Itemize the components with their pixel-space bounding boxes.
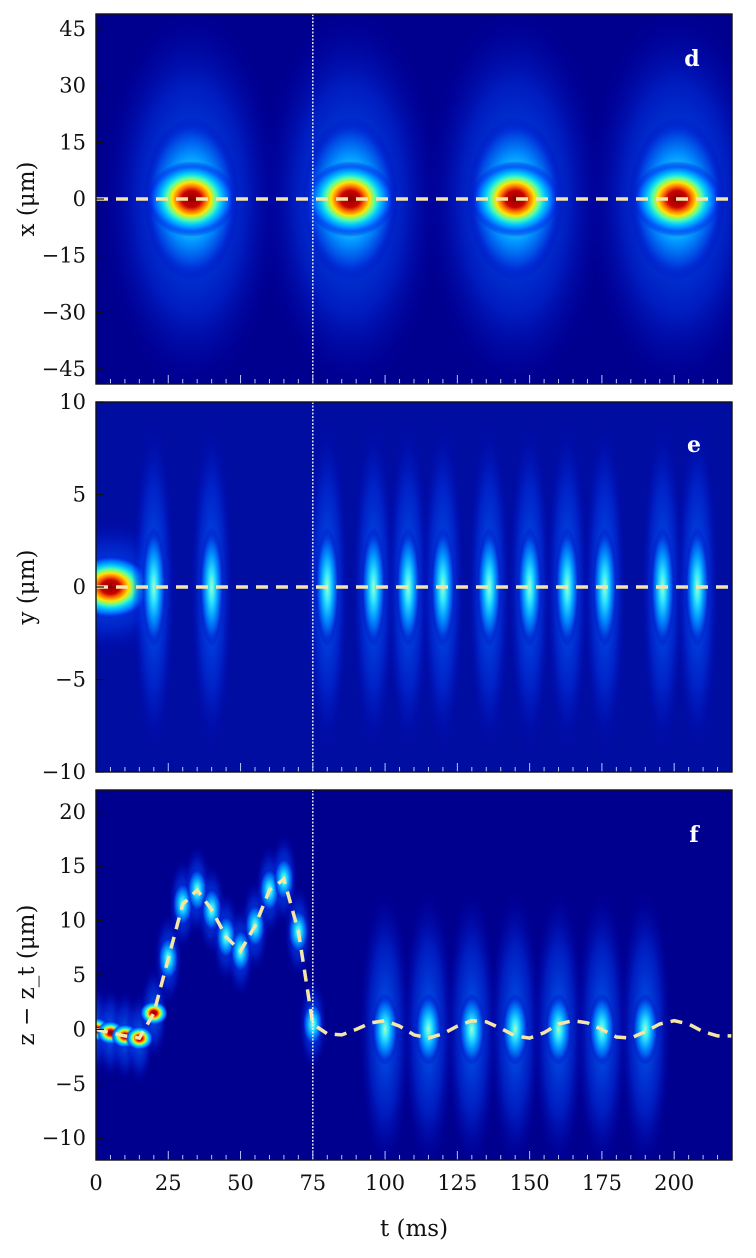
y-tick-label: 10 xyxy=(59,909,86,933)
density-stripe xyxy=(372,993,399,1066)
x-tick-label: 200 xyxy=(654,1171,694,1195)
density-peak xyxy=(147,161,236,237)
y-tick-label: −30 xyxy=(42,300,86,324)
density-peak xyxy=(139,1001,168,1026)
panel-e: 10 5 0 −5 −10 e y (μm) xyxy=(14,390,733,784)
y-tick-label: 15 xyxy=(59,130,86,154)
y-tick-label: −45 xyxy=(42,357,86,381)
y-tick-label: 20 xyxy=(59,800,86,824)
density-stripe xyxy=(632,993,659,1066)
dashed-center-line xyxy=(96,876,732,1041)
y-tick-label: −5 xyxy=(55,1072,86,1096)
density-stripe xyxy=(141,527,166,647)
density-stripe xyxy=(502,993,529,1066)
y-tick-label: −5 xyxy=(55,668,86,692)
y-tick-label: 10 xyxy=(59,390,86,414)
x-tick-label: 0 xyxy=(89,1171,102,1195)
x-tick-label: 100 xyxy=(365,1171,405,1195)
x-tick-label: 175 xyxy=(582,1171,622,1195)
density-stripe xyxy=(361,527,386,647)
density-stripe xyxy=(545,993,572,1066)
panel-e-ylabel: y (μm) xyxy=(14,549,40,625)
y-tick-label: −15 xyxy=(42,244,86,268)
density-stripe xyxy=(517,527,542,647)
density-stripe xyxy=(396,527,421,647)
y-tick-label: 0 xyxy=(73,187,86,211)
x-tick-label: 25 xyxy=(155,1171,182,1195)
panel-f-xlabel: t (ms) xyxy=(380,1216,448,1242)
y-tick-label: 5 xyxy=(73,483,86,507)
panel-d-ylabel: x (μm) xyxy=(14,162,40,237)
x-tick-label: 50 xyxy=(227,1171,254,1195)
x-tick-label: 75 xyxy=(299,1171,326,1195)
y-tick-label: 0 xyxy=(73,575,86,599)
density-stripe xyxy=(415,993,442,1066)
density-peak xyxy=(302,1001,323,1046)
density-peak xyxy=(306,161,395,237)
density-peak xyxy=(471,161,560,237)
density-stripe xyxy=(199,527,224,647)
panel-f-letter: f xyxy=(689,822,700,848)
panel-f-ylabel: z − z_t (μm) xyxy=(14,905,40,1046)
y-tick-label: 5 xyxy=(73,963,86,987)
x-tick-label: 125 xyxy=(437,1171,477,1195)
y-tick-label: 30 xyxy=(59,74,86,98)
y-tick-label: 45 xyxy=(59,17,86,41)
panel-e-letter: e xyxy=(687,432,701,458)
panel-d: 45 30 15 0 −15 −30 −45 d x (μm) xyxy=(14,13,733,385)
x-tick-label: 150 xyxy=(510,1171,550,1195)
y-tick-label: −10 xyxy=(42,760,86,784)
density-stripe xyxy=(477,527,502,647)
y-tick-label: 15 xyxy=(59,854,86,878)
panel-d-letter: d xyxy=(684,46,699,72)
y-tick-label: 0 xyxy=(73,1017,86,1041)
y-tick-label: −10 xyxy=(42,1126,86,1150)
density-stripe xyxy=(458,993,485,1066)
